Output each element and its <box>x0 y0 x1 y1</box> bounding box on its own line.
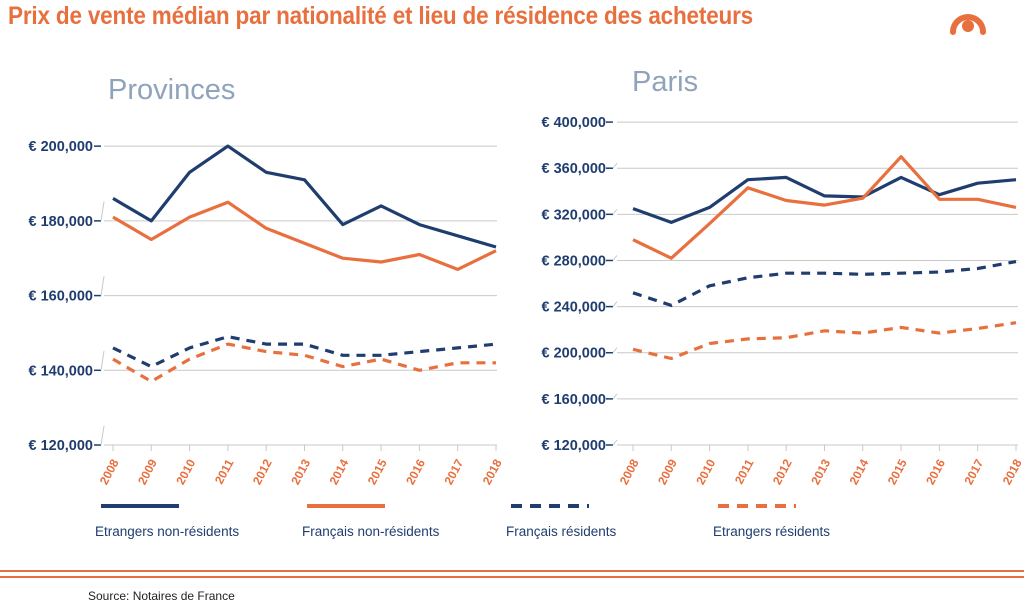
x-tick-label: 2012 <box>250 457 275 487</box>
axis-connector <box>100 350 105 371</box>
x-tick-label: 2014 <box>847 457 872 487</box>
y-tick-label: € 200,000 <box>541 346 606 362</box>
axis-connector <box>612 393 618 400</box>
legend-label-francais-non-residents: Français non-résidents <box>302 524 440 539</box>
series-line-2 <box>632 260 1017 307</box>
y-tick-label: € 200,000 <box>28 139 93 155</box>
axis-connector <box>100 276 105 296</box>
x-tick-label: 2008 <box>617 457 642 487</box>
x-tick-label: 2010 <box>693 457 718 487</box>
panel-title-provinces: Provinces <box>108 74 235 106</box>
x-tick-label: 2013 <box>808 457 833 487</box>
series-line-3 <box>632 321 1017 361</box>
x-tick-label: 2011 <box>212 457 237 487</box>
axis-connector <box>612 255 618 261</box>
x-tick-label: 2017 <box>441 457 466 487</box>
y-tick-label: € 400,000 <box>541 115 606 131</box>
series-line-1 <box>112 200 497 271</box>
x-tick-label: 2013 <box>288 457 313 487</box>
x-tick-label: 2009 <box>655 457 680 487</box>
x-tick-label: 2011 <box>732 457 757 487</box>
series-line-1 <box>632 155 1017 260</box>
axis-connector <box>100 201 105 221</box>
x-tick-label: 2015 <box>885 457 910 487</box>
legend-label-etrangers-non-residents: Etrangers non-résidents <box>95 524 240 539</box>
x-tick-label: 2014 <box>327 457 352 487</box>
chart-provinces: Provinces € 120,000 € 140,000 € 160,000 € 18… <box>28 74 504 487</box>
x-tick-label: 2016 <box>403 457 428 487</box>
y-tick-label: € 320,000 <box>541 207 606 223</box>
axis-connector <box>612 208 618 215</box>
x-tick-label: 2017 <box>961 457 986 487</box>
source-note: Source: Notaires de France <box>88 589 235 603</box>
notaires-logo-icon <box>950 14 986 35</box>
x-tick-label: 2018 <box>1000 457 1024 487</box>
divider-top <box>0 570 1024 572</box>
charts-area: Provinces € 120,000 € 140,000 € 160,000 € 18… <box>28 66 1024 487</box>
axis-connector <box>100 425 105 446</box>
y-tick-label: € 180,000 <box>28 214 93 230</box>
y-tick-label: € 120,000 <box>541 438 606 454</box>
legend-label-francais-residents: Français résidents <box>506 524 617 539</box>
legend-label-etrangers-residents: Etrangers résidents <box>713 524 831 539</box>
series-line-0 <box>112 144 497 249</box>
x-tick-label: 2009 <box>135 457 160 487</box>
axis-connector <box>612 162 618 169</box>
main-title: Prix de vente médian par nationalité et … <box>8 2 754 30</box>
divider-bottom <box>0 576 1024 578</box>
axis-connector <box>612 439 618 446</box>
y-tick-label: € 140,000 <box>28 363 93 379</box>
panel-title-paris: Paris <box>632 66 698 98</box>
x-tick-label: 2016 <box>923 457 948 487</box>
x-tick-label: 2010 <box>173 457 198 487</box>
series-line-0 <box>632 175 1017 224</box>
y-tick-label: € 160,000 <box>28 289 93 305</box>
y-tick-label: € 240,000 <box>541 300 606 316</box>
y-tick-label: € 360,000 <box>541 161 606 177</box>
y-tick-label: € 280,000 <box>541 253 606 269</box>
chart-paris: Paris € 120,000 € 160,000 € 200,000 € 240,00… <box>541 66 1024 487</box>
axis-connector <box>612 301 618 307</box>
x-tick-label: 2008 <box>97 457 122 487</box>
y-tick-label: € 120,000 <box>28 438 93 454</box>
x-tick-label: 2012 <box>770 457 795 487</box>
x-tick-label: 2015 <box>365 457 390 487</box>
x-tick-label: 2018 <box>480 457 505 487</box>
series-line-3 <box>112 342 496 384</box>
axis-connector <box>612 347 618 354</box>
series-line-2 <box>112 335 497 369</box>
y-tick-label: € 160,000 <box>541 392 606 408</box>
